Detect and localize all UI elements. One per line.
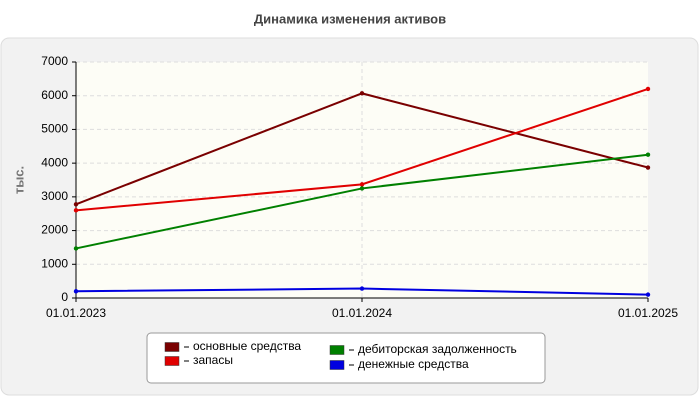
point [359, 91, 365, 96]
legend-label: запасы [193, 353, 233, 367]
point [645, 86, 651, 92]
point [73, 289, 79, 294]
point [73, 246, 79, 251]
legend-swatch [164, 342, 180, 352]
x-tick-label: 01.01.2023 [46, 306, 106, 320]
y-tick-label: 5000 [41, 122, 68, 136]
point [73, 208, 79, 213]
legend-label: денежные средства [358, 357, 469, 371]
point [645, 165, 651, 170]
legend-swatch [329, 345, 345, 355]
chart-title: Динамика изменения активов [254, 11, 446, 26]
y-tick-label: 3000 [41, 189, 68, 203]
legend [146, 332, 546, 384]
point [359, 286, 365, 291]
point [73, 202, 79, 207]
y-tick-label: 4000 [41, 155, 68, 169]
legend-label: основные средства [193, 339, 301, 353]
y-axis-label: тыс. [11, 166, 26, 194]
legend-label: дебиторская задолженность [358, 342, 517, 356]
point [645, 152, 651, 157]
y-tick-label: 7000 [41, 54, 68, 68]
legend-swatch [329, 360, 345, 370]
x-tick-label: 01.01.2025 [618, 306, 678, 320]
legend-swatch [164, 356, 180, 366]
point [645, 292, 651, 297]
y-tick-label: 2000 [41, 223, 68, 237]
point [359, 182, 365, 187]
y-tick-label: 1000 [41, 256, 68, 270]
point [359, 186, 365, 191]
y-tick-label: 0 [61, 290, 68, 304]
x-tick-label: 01.01.2024 [332, 306, 392, 320]
y-tick-label: 6000 [41, 88, 68, 102]
